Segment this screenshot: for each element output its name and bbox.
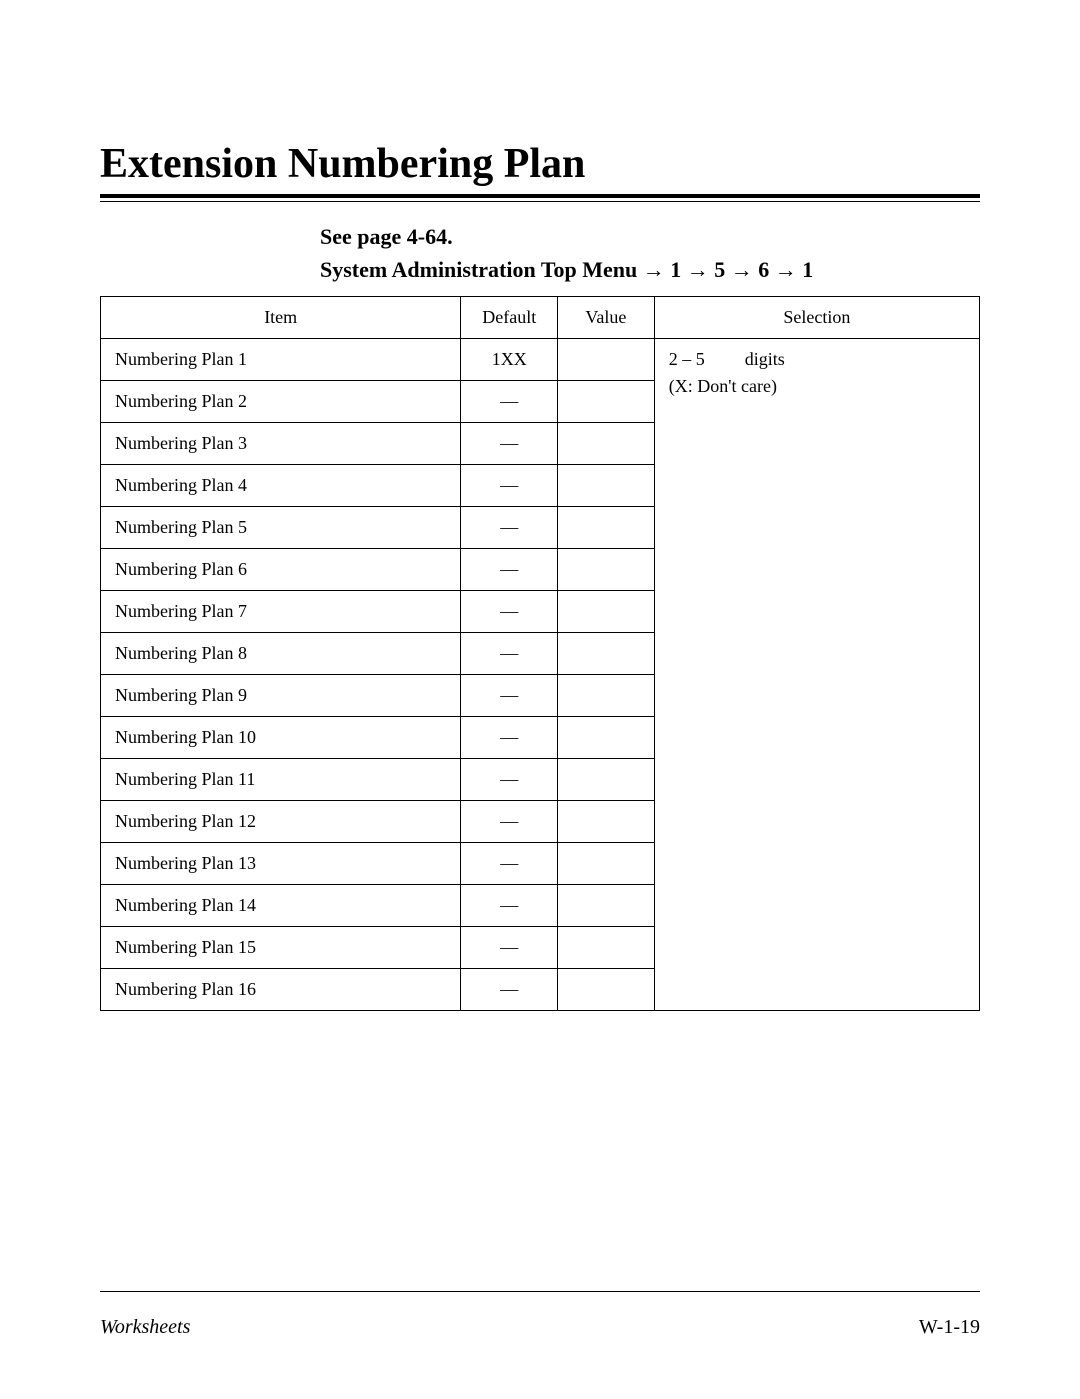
arrow-icon: → bbox=[681, 257, 714, 282]
cell-item: Numbering Plan 11 bbox=[101, 759, 461, 801]
cell-default: — bbox=[461, 591, 558, 633]
cell-value bbox=[558, 549, 655, 591]
cell-item: Numbering Plan 7 bbox=[101, 591, 461, 633]
cell-default: — bbox=[461, 759, 558, 801]
numbering-plan-table: Item Default Value Selection Numbering P… bbox=[100, 296, 980, 1011]
subheading: See page 4-64. System Administration Top… bbox=[320, 220, 980, 286]
page-footer: Worksheets W-1-19 bbox=[100, 1291, 980, 1339]
menu-path-segment: 1 bbox=[670, 257, 681, 282]
cell-default: — bbox=[461, 717, 558, 759]
cell-item: Numbering Plan 14 bbox=[101, 885, 461, 927]
cell-value bbox=[558, 927, 655, 969]
cell-default: 1XX bbox=[461, 339, 558, 381]
cell-default: — bbox=[461, 969, 558, 1011]
cell-value bbox=[558, 465, 655, 507]
menu-path: → 1 → 5 → 6 → 1 bbox=[643, 257, 814, 282]
selection-line1: 2 – 5 digits bbox=[669, 349, 965, 370]
cell-value bbox=[558, 969, 655, 1011]
arrow-icon: → bbox=[725, 257, 758, 282]
cell-item: Numbering Plan 9 bbox=[101, 675, 461, 717]
title-underline bbox=[100, 194, 980, 202]
menu-path-segment: 5 bbox=[714, 257, 725, 282]
page-title: Extension Numbering Plan bbox=[100, 140, 980, 188]
footer-left: Worksheets bbox=[100, 1316, 190, 1339]
cell-value bbox=[558, 885, 655, 927]
cell-default: — bbox=[461, 801, 558, 843]
selection-note: (X: Don't care) bbox=[669, 376, 965, 397]
cell-item: Numbering Plan 3 bbox=[101, 423, 461, 465]
subhead-prefix: System Administration Top Menu bbox=[320, 257, 637, 282]
arrow-icon: → bbox=[643, 257, 671, 282]
cell-value bbox=[558, 801, 655, 843]
cell-default: — bbox=[461, 633, 558, 675]
col-header-item: Item bbox=[101, 297, 461, 339]
cell-default: — bbox=[461, 465, 558, 507]
col-header-selection: Selection bbox=[654, 297, 979, 339]
selection-unit: digits bbox=[745, 349, 785, 370]
cell-selection: 2 – 5 digits (X: Don't care) bbox=[654, 339, 979, 1011]
cell-item: Numbering Plan 5 bbox=[101, 507, 461, 549]
page: Extension Numbering Plan See page 4-64. … bbox=[0, 0, 1080, 1399]
cell-default: — bbox=[461, 507, 558, 549]
cell-item: Numbering Plan 6 bbox=[101, 549, 461, 591]
cell-value bbox=[558, 675, 655, 717]
cell-item: Numbering Plan 12 bbox=[101, 801, 461, 843]
table-header-row: Item Default Value Selection bbox=[101, 297, 980, 339]
cell-default: — bbox=[461, 927, 558, 969]
cell-value bbox=[558, 843, 655, 885]
menu-path-segment: 6 bbox=[758, 257, 769, 282]
selection-range: 2 – 5 bbox=[669, 349, 705, 370]
footer-row: Worksheets W-1-19 bbox=[100, 1316, 980, 1339]
cell-value bbox=[558, 381, 655, 423]
cell-item: Numbering Plan 2 bbox=[101, 381, 461, 423]
cell-default: — bbox=[461, 675, 558, 717]
cell-item: Numbering Plan 1 bbox=[101, 339, 461, 381]
menu-path-segment: 1 bbox=[802, 257, 813, 282]
cell-value bbox=[558, 717, 655, 759]
cell-item: Numbering Plan 4 bbox=[101, 465, 461, 507]
col-header-value: Value bbox=[558, 297, 655, 339]
cell-item: Numbering Plan 13 bbox=[101, 843, 461, 885]
cell-default: — bbox=[461, 549, 558, 591]
cell-default: — bbox=[461, 843, 558, 885]
cell-value bbox=[558, 759, 655, 801]
cell-item: Numbering Plan 15 bbox=[101, 927, 461, 969]
col-header-default: Default bbox=[461, 297, 558, 339]
cell-item: Numbering Plan 8 bbox=[101, 633, 461, 675]
footer-rule bbox=[100, 1291, 980, 1292]
table-row: Numbering Plan 11XX2 – 5digits(X: Don't … bbox=[101, 339, 980, 381]
subhead-line2: System Administration Top Menu → 1 → 5 →… bbox=[320, 253, 980, 286]
cell-default: — bbox=[461, 885, 558, 927]
cell-default: — bbox=[461, 381, 558, 423]
cell-item: Numbering Plan 16 bbox=[101, 969, 461, 1011]
cell-value bbox=[558, 633, 655, 675]
cell-item: Numbering Plan 10 bbox=[101, 717, 461, 759]
cell-value bbox=[558, 507, 655, 549]
arrow-icon: → bbox=[769, 257, 802, 282]
footer-right: W-1-19 bbox=[919, 1316, 980, 1339]
cell-default: — bbox=[461, 423, 558, 465]
subhead-line1: See page 4-64. bbox=[320, 220, 980, 253]
cell-value bbox=[558, 591, 655, 633]
cell-value bbox=[558, 423, 655, 465]
cell-value bbox=[558, 339, 655, 381]
